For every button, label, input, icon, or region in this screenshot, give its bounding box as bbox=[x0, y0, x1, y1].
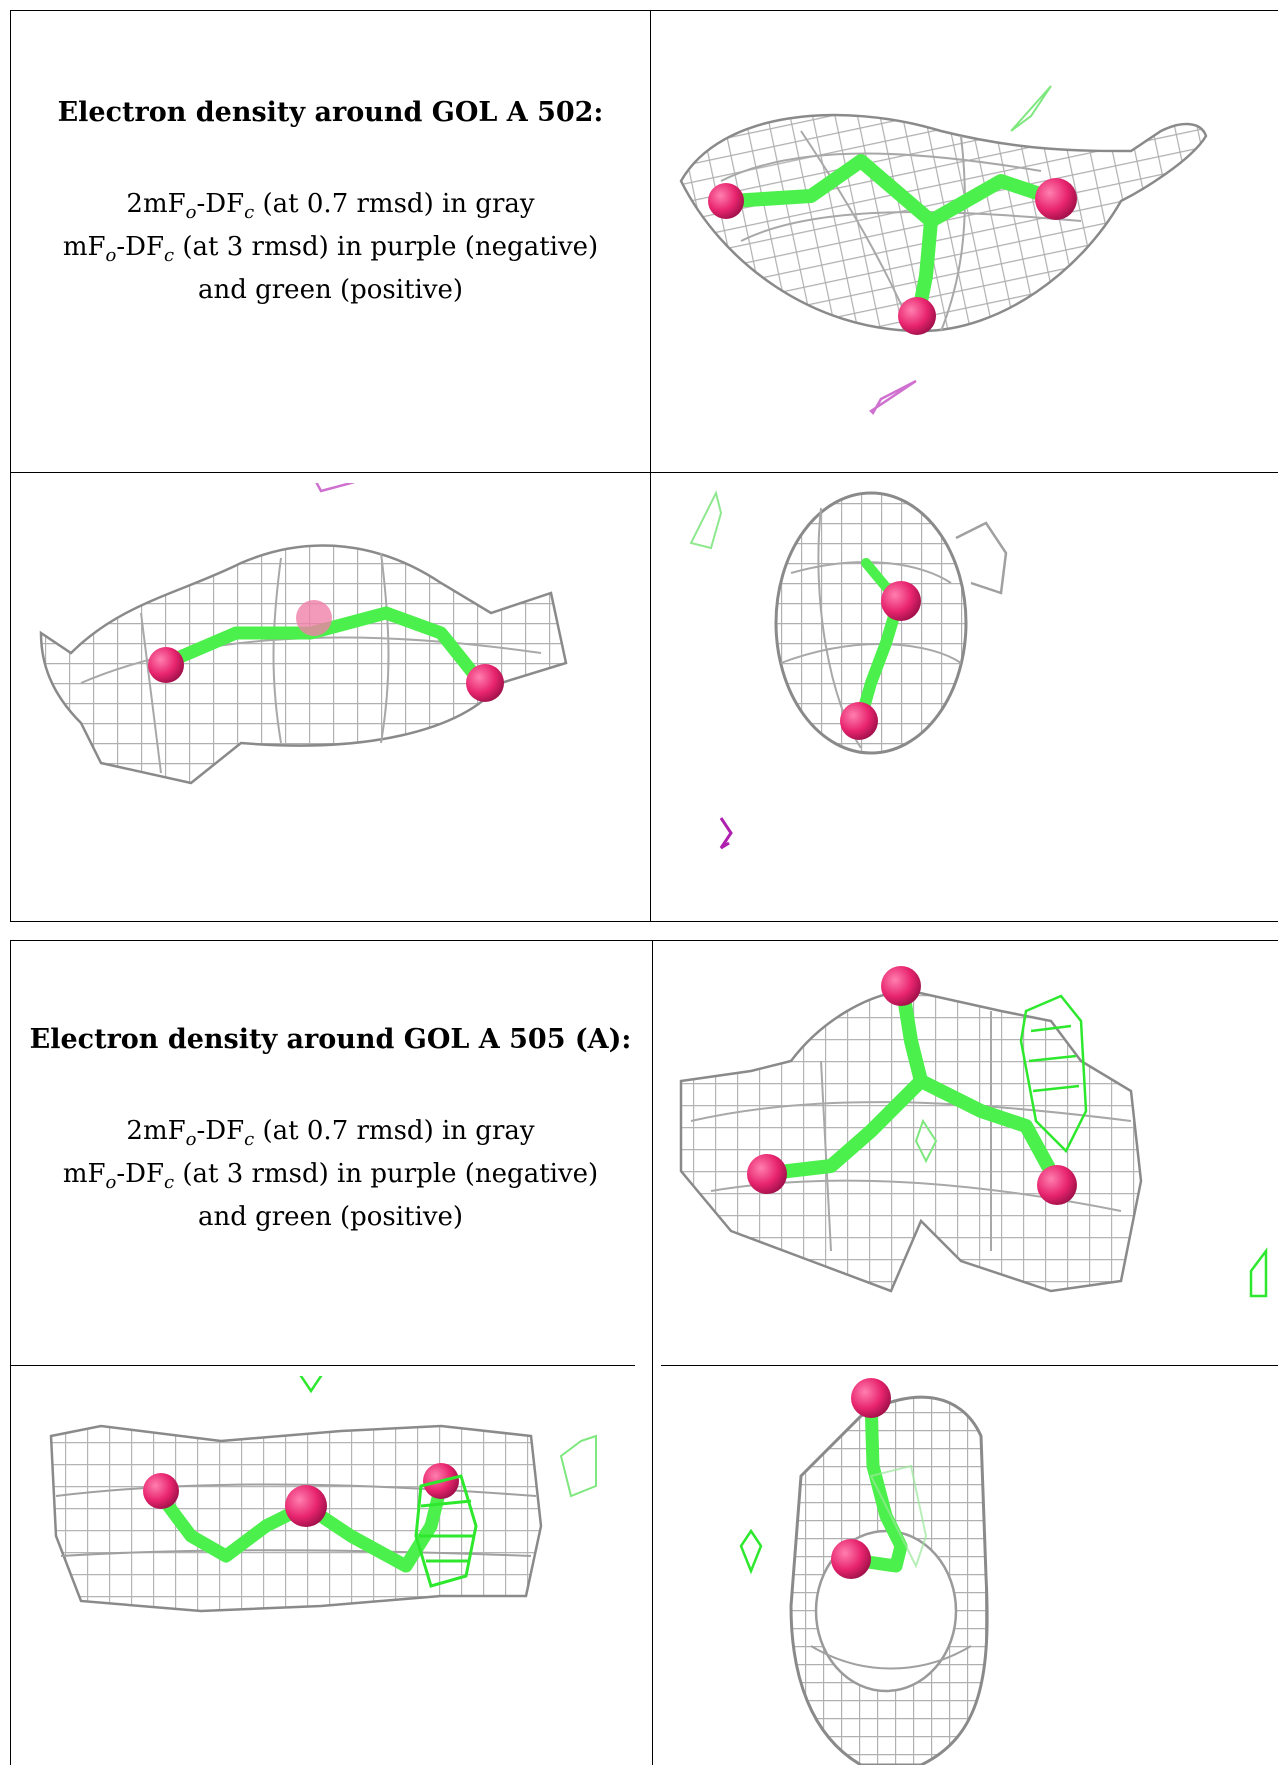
section-heading: Electron density around GOL A 505 (A): bbox=[29, 1024, 632, 1055]
glycerol-model bbox=[143, 1463, 459, 1573]
density-view-1 bbox=[671, 951, 1271, 1361]
map-line-2fofc: 2mFo-DFc (at 0.7 rmsd) in gray bbox=[126, 1116, 535, 1151]
positive-density bbox=[299, 1376, 323, 1394]
map-description: 2mFo-DFc (at 0.7 rmsd) in gray mFo-DFc (… bbox=[11, 1114, 650, 1235]
glycerol-model bbox=[708, 154, 1077, 335]
density-table-gol-502: Electron density around GOL A 502: 2mFo-… bbox=[10, 10, 1278, 922]
map-line-fofc: mFo-DFc (at 3 rmsd) in purple (negative) bbox=[62, 1159, 599, 1194]
table-divider bbox=[11, 1365, 635, 1366]
positive-density bbox=[414, 1474, 478, 1588]
positive-density bbox=[1010, 85, 1052, 132]
positive-density bbox=[559, 1434, 597, 1498]
density-view-3 bbox=[661, 1376, 1261, 1765]
density-view-2 bbox=[21, 1376, 631, 1765]
gray-mesh bbox=[679, 113, 1208, 333]
density-view-3 bbox=[661, 483, 1221, 913]
positive-density bbox=[869, 1464, 928, 1569]
map-description: 2mFo-DFc (at 0.7 rmsd) in gray mFo-DFc (… bbox=[11, 187, 650, 308]
glycerol-model bbox=[831, 1378, 908, 1579]
density-table-gol-505: Electron density around GOL A 505 (A): 2… bbox=[10, 940, 1278, 1765]
gray-mesh bbox=[39, 544, 568, 785]
negative-density bbox=[719, 817, 733, 850]
map-line-colors: and green (positive) bbox=[197, 275, 464, 306]
positive-density bbox=[1019, 994, 1088, 1154]
table-divider bbox=[652, 941, 653, 1765]
table-divider bbox=[11, 472, 1278, 473]
caption-cell: Electron density around GOL A 505 (A): 2… bbox=[11, 1023, 650, 1235]
density-view-1 bbox=[661, 41, 1221, 461]
density-view-2 bbox=[21, 483, 631, 913]
glycerol-model bbox=[148, 600, 504, 702]
caption-cell: Electron density around GOL A 502: 2mFo-… bbox=[11, 96, 650, 308]
table-divider bbox=[661, 1365, 1278, 1366]
map-line-colors: and green (positive) bbox=[197, 1202, 464, 1233]
glycerol-model bbox=[840, 558, 921, 740]
positive-density bbox=[1249, 1247, 1268, 1298]
positive-density bbox=[914, 1118, 938, 1164]
glycerol-model bbox=[747, 966, 1077, 1205]
negative-density bbox=[869, 379, 917, 416]
map-line-fofc: mFo-DFc (at 3 rmsd) in purple (negative) bbox=[62, 232, 599, 267]
negative-density bbox=[315, 483, 355, 493]
gray-mesh bbox=[774, 491, 968, 755]
section-heading: Electron density around GOL A 502: bbox=[57, 97, 604, 128]
table-divider bbox=[650, 11, 651, 921]
map-line-2fofc: 2mFo-DFc (at 0.7 rmsd) in gray bbox=[126, 189, 535, 224]
positive-density bbox=[689, 490, 723, 550]
positive-density bbox=[739, 1528, 763, 1575]
